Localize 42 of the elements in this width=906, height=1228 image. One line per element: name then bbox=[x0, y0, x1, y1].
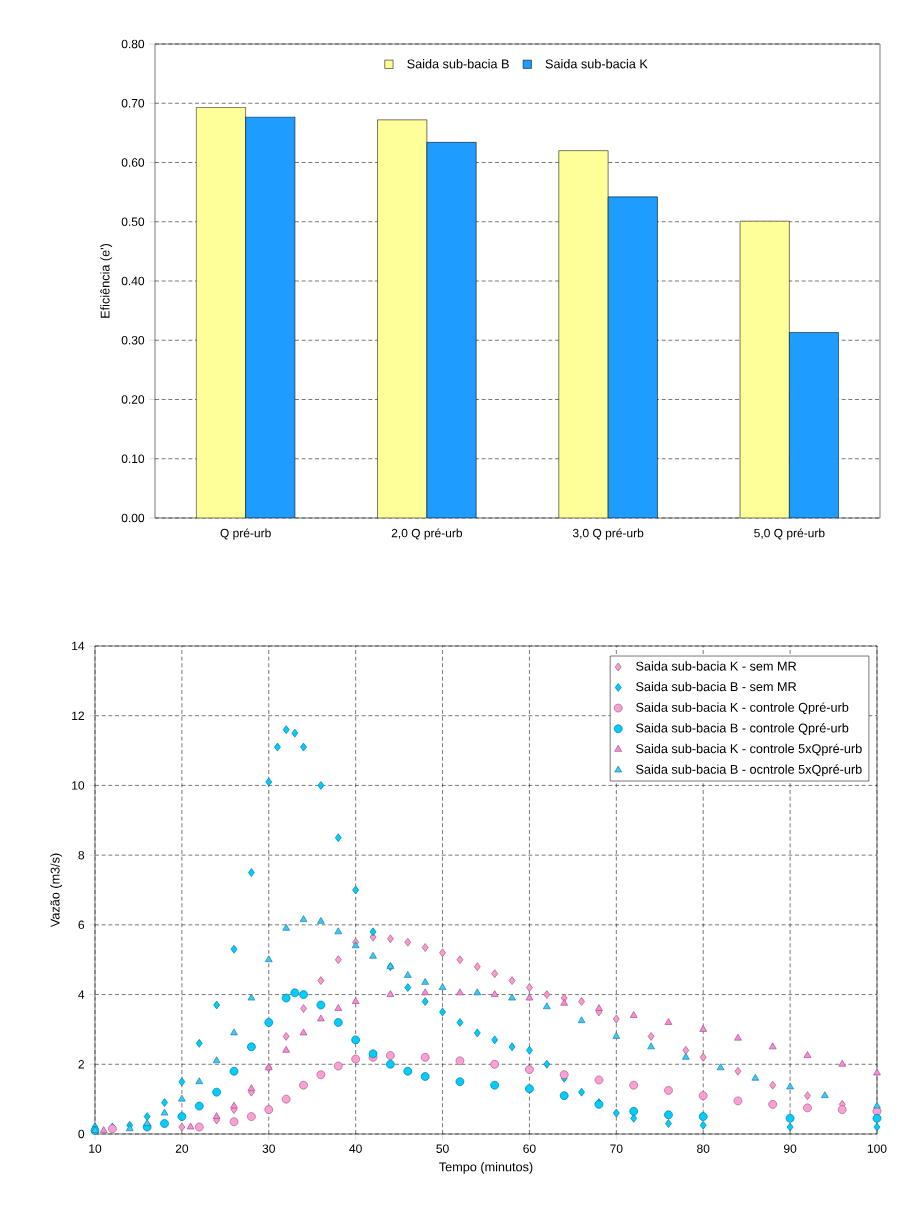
y-tick-label: 0 bbox=[78, 1129, 85, 1139]
x-tick-label: 30 bbox=[262, 1144, 275, 1153]
x-tick-label: 2,0 Q pré-urb bbox=[391, 528, 463, 540]
legend-label: Saida sub-bacia K - sem MR bbox=[636, 661, 797, 671]
y-axis-title: Vazão (m3/s) bbox=[50, 853, 63, 928]
legend-label: Saida sub-bacia K bbox=[545, 59, 648, 69]
y-tick-label: 0.60 bbox=[121, 158, 145, 167]
y-tick-label: 0.20 bbox=[121, 395, 145, 404]
y-tick-label: 0.10 bbox=[121, 454, 145, 463]
x-tick-label: 80 bbox=[697, 1144, 710, 1153]
x-tick-label: 50 bbox=[436, 1144, 449, 1153]
y-tick-label: 2 bbox=[78, 1060, 84, 1069]
y-tick-label: 4 bbox=[78, 990, 85, 999]
legend-label: Saida sub-bacia B - sem MR bbox=[636, 681, 797, 692]
legend-label: Saida sub-bacia K - controle 5xQpré-urb bbox=[636, 743, 862, 756]
y-tick-label: 12 bbox=[72, 711, 84, 720]
x-tick-label: 60 bbox=[523, 1144, 536, 1153]
legend-label: Saida sub-bacia B - controle Qpré-urb bbox=[636, 723, 849, 735]
x-tick-label: Q pré-urb bbox=[220, 528, 271, 540]
x-axis-title: Tempo (minutos) bbox=[439, 1162, 533, 1174]
x-tick-label: 20 bbox=[175, 1144, 189, 1153]
x-tick-label: 70 bbox=[610, 1144, 623, 1153]
y-tick-label: 6 bbox=[78, 920, 85, 930]
legend-label: Saida sub-bacia K - controle Qpré-urb bbox=[636, 702, 849, 715]
y-tick-label: 0.00 bbox=[121, 513, 145, 523]
x-tick-label: 10 bbox=[89, 1144, 102, 1153]
legend-label: Saida sub-bacia B - ocntrole 5xQpré-urb bbox=[636, 764, 862, 777]
y-tick-label: 10 bbox=[72, 781, 85, 790]
y-tick-label: 0.40 bbox=[121, 276, 145, 286]
y-tick-label: 8 bbox=[78, 850, 85, 860]
x-tick-label: 3,0 Q pré-urb bbox=[572, 528, 644, 540]
y-tick-label: 0.50 bbox=[121, 217, 145, 227]
x-tick-label: 40 bbox=[349, 1144, 362, 1153]
y-tick-label: 0.70 bbox=[121, 99, 145, 108]
x-tick-label: 5,0 Q pré-urb bbox=[754, 528, 825, 540]
y-tick-label: 0.30 bbox=[121, 335, 145, 345]
legend-label: Saida sub-bacia B bbox=[407, 59, 509, 69]
y-tick-label: 0.80 bbox=[121, 39, 145, 49]
y-tick-label: 14 bbox=[72, 641, 85, 651]
x-tick-label: 100 bbox=[867, 1144, 887, 1153]
y-axis-title: Eficiência (e') bbox=[100, 244, 113, 318]
x-tick-label: 90 bbox=[783, 1144, 797, 1153]
